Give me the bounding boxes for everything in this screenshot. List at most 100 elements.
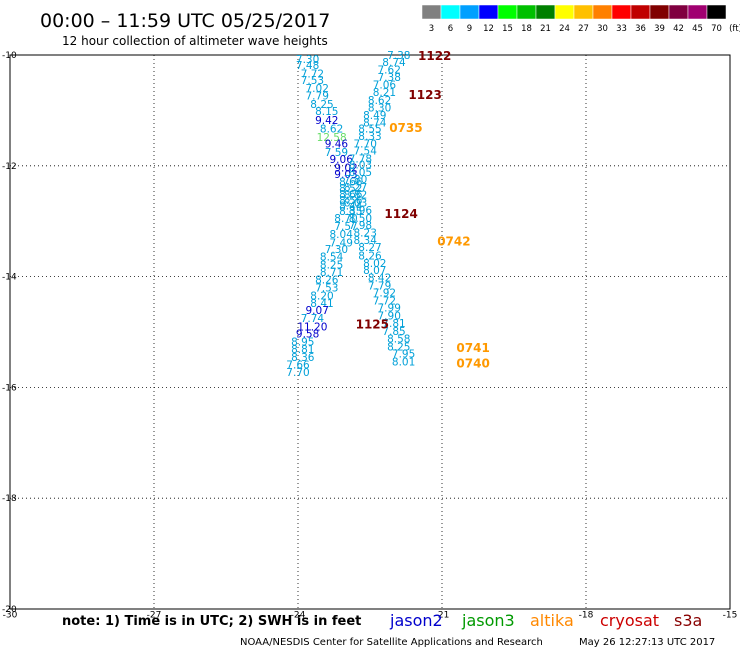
- legend-swatch: [516, 4, 537, 20]
- satellite-jason3: jason3: [461, 611, 515, 630]
- wave-height-point: 7.57: [334, 221, 357, 233]
- wave-height-point: 8.05: [349, 167, 372, 179]
- wave-height-point: 8.07: [363, 265, 386, 277]
- y-tick-label: -10: [2, 51, 17, 61]
- wave-height-point: 8.27: [358, 242, 381, 254]
- legend-swatch: [649, 4, 670, 20]
- wave-height-point: 8.20: [310, 290, 333, 302]
- footer-note: note: 1) Time is in UTC; 2) SWH is in fe…: [62, 614, 361, 629]
- wave-height-point: 8.03: [344, 197, 367, 209]
- wave-height-point: 8.42: [368, 273, 391, 285]
- legend-swatch: [478, 4, 499, 20]
- wave-height-point: 7.95: [392, 349, 415, 361]
- wave-height-point: 7.38: [378, 72, 401, 84]
- legend-label: 36: [635, 24, 646, 34]
- grid-lines: [10, 55, 730, 609]
- legend-label: 45: [692, 24, 703, 34]
- legend-label: 24: [559, 24, 570, 34]
- legend-label: 39: [654, 24, 665, 34]
- wave-height-point: 8.66: [339, 176, 363, 188]
- wave-height-point: 8.36: [291, 352, 315, 364]
- wave-height-point: 7.06: [373, 79, 397, 91]
- pass-time-label: 0741: [456, 341, 489, 355]
- wave-height-point: 7.53: [301, 75, 324, 87]
- wave-height-point: 8.21: [373, 87, 396, 99]
- wave-height-point: 7.79: [368, 280, 391, 292]
- wave-height-point: 7.72: [301, 68, 324, 80]
- legend-label: 70: [711, 24, 722, 34]
- legend-swatch: [668, 4, 689, 20]
- legend-swatch: [573, 4, 594, 20]
- data-points: 7.307.487.727.537.027.798.258.159.428.62…: [286, 50, 415, 379]
- wave-height-point: 7.02: [306, 83, 329, 95]
- pass-time-label: 0742: [437, 235, 470, 249]
- wave-height-point: 9.58: [296, 329, 319, 341]
- satellite-legend: jason2 jason3 altika cryosat s3a: [389, 611, 702, 630]
- wave-height-point: 9.42: [315, 115, 338, 127]
- x-tick-label: -24: [291, 611, 306, 621]
- chart-subtitle: 12 hour collection of altimeter wave hei…: [62, 34, 328, 48]
- legend-swatch: [611, 4, 632, 20]
- axis-ticks: -30 -27 -24 -21 -18 -15 -10 -12 -14 -16 -18 -20: [2, 51, 737, 621]
- wave-height-point: 8.49: [363, 110, 386, 122]
- legend-label: 42: [673, 24, 684, 34]
- legend-label: 12: [483, 24, 494, 34]
- wave-height-point: 7.81: [382, 318, 405, 330]
- wave-height-point: 9.02: [334, 162, 357, 174]
- wave-height-point: 7.92: [373, 288, 396, 300]
- legend-label: 6: [448, 24, 453, 34]
- x-tick-label: -15: [723, 611, 738, 621]
- wave-height-point: 8.30: [368, 103, 391, 115]
- satellite-altika: altika: [530, 611, 574, 630]
- wave-height-point: 8.23: [354, 227, 377, 239]
- wave-height-point: 8.95: [291, 336, 314, 348]
- pass-time-label: 1122: [418, 49, 451, 63]
- wave-height-point: 8.44: [339, 201, 363, 213]
- wave-height-point: 8.96: [349, 205, 373, 217]
- wave-height-point: 8.04: [330, 229, 354, 241]
- wave-height-point: 9.03: [334, 169, 357, 181]
- wave-height-point: 11.20: [297, 321, 327, 333]
- wave-height-point: 8.70: [334, 213, 357, 225]
- wave-height-point: 7.70: [286, 367, 309, 379]
- wave-height-point: 8.74: [363, 118, 387, 130]
- pass-time-label: 1124: [384, 207, 417, 221]
- wave-height-point: 8.15: [315, 106, 338, 118]
- wave-height-point: 8.03: [349, 160, 372, 172]
- wave-height-point: 7.99: [378, 303, 401, 315]
- legend-swatch: [592, 4, 613, 20]
- wave-height-point: 7.53: [315, 283, 338, 295]
- y-tick-label: -16: [2, 383, 17, 393]
- x-tick-label: -30: [3, 611, 18, 621]
- wave-height-point: 8.35: [339, 206, 362, 218]
- wave-height-point: 8.34: [354, 235, 378, 247]
- wave-height-point: 8.25: [320, 259, 343, 271]
- wave-height-point: 8.52: [339, 183, 362, 195]
- wave-height-point: 8.01: [392, 356, 415, 368]
- wave-height-point: 8.33: [358, 131, 381, 143]
- wave-height-point: 8.74: [382, 57, 406, 69]
- x-tick-label: -21: [435, 611, 450, 621]
- legend-swatch: [630, 4, 651, 20]
- legend-label: 9: [467, 24, 472, 34]
- wave-height-point: 8.02: [363, 258, 386, 270]
- y-tick-label: -12: [2, 162, 17, 172]
- legend-label: 15: [502, 24, 513, 34]
- legend-label: 18: [521, 24, 532, 34]
- wave-height-point: 8.27: [344, 182, 367, 194]
- pass-time-label: 0735: [389, 121, 422, 135]
- plot-frame: [9, 54, 731, 610]
- wave-height-point: 7.30: [325, 244, 348, 256]
- x-tick-label: -18: [579, 611, 594, 621]
- wave-height-point: 8.62: [320, 124, 343, 136]
- wave-height-point: 9.46: [325, 139, 349, 151]
- pass-time-label: 0740: [456, 356, 489, 370]
- wave-height-point: 7.78: [349, 154, 372, 166]
- y-tick-label: -14: [2, 273, 17, 283]
- wave-height-point: 8.50: [349, 213, 372, 225]
- legend-label: 27: [578, 24, 589, 34]
- wave-height-point: 7.74: [301, 313, 325, 325]
